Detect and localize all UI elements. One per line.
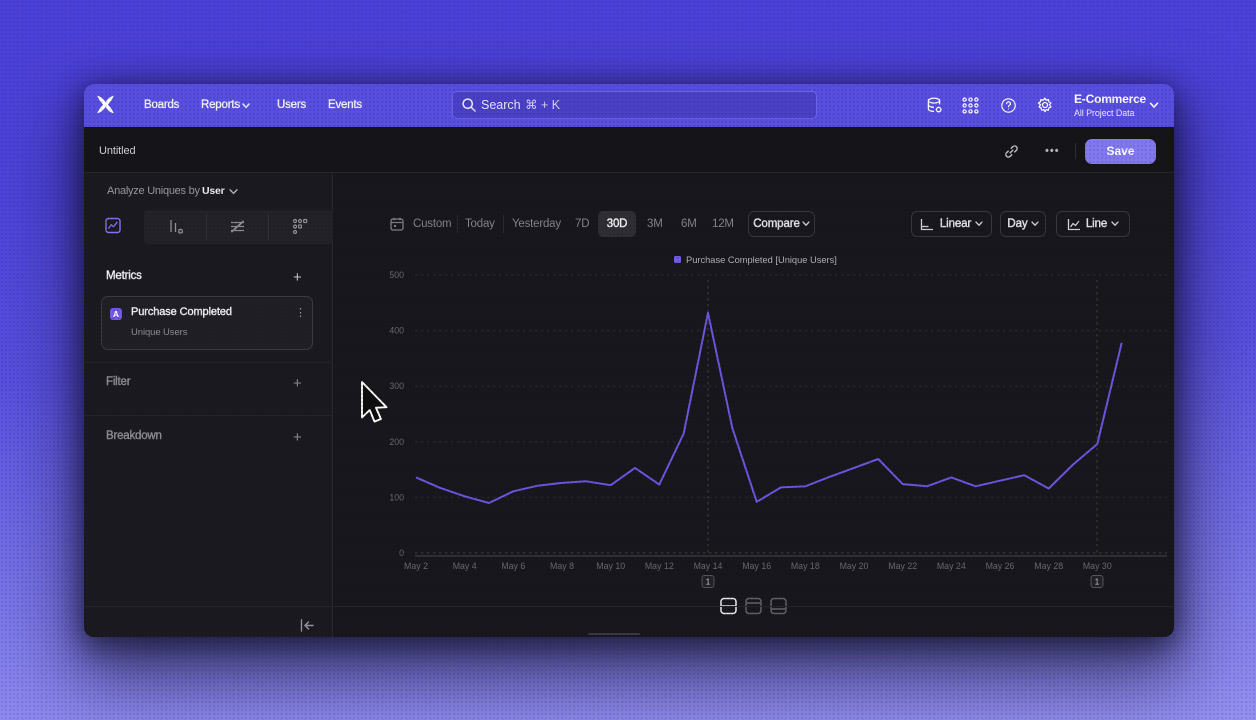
svg-text:May 14: May 14	[694, 561, 723, 571]
svg-text:May 26: May 26	[986, 561, 1015, 571]
svg-text:100: 100	[389, 492, 404, 502]
svg-text:May 8: May 8	[550, 561, 574, 571]
svg-text:500: 500	[389, 270, 404, 280]
svg-text:Purchase Completed [Unique Use: Purchase Completed [Unique Users]	[686, 255, 837, 265]
svg-text:300: 300	[389, 381, 404, 391]
svg-text:May 20: May 20	[840, 561, 869, 571]
svg-text:May 6: May 6	[501, 561, 525, 571]
svg-text:1: 1	[1095, 578, 1100, 587]
svg-text:May 10: May 10	[596, 561, 625, 571]
svg-text:May 30: May 30	[1083, 561, 1112, 571]
svg-text:May 24: May 24	[937, 561, 966, 571]
svg-text:May 18: May 18	[791, 561, 820, 571]
svg-text:May 22: May 22	[888, 561, 917, 571]
svg-text:400: 400	[389, 326, 404, 336]
svg-text:May 2: May 2	[404, 561, 428, 571]
svg-text:May 16: May 16	[742, 561, 771, 571]
svg-text:May 4: May 4	[453, 561, 477, 571]
svg-text:May 12: May 12	[645, 561, 674, 571]
svg-text:May 28: May 28	[1034, 561, 1063, 571]
svg-text:0: 0	[399, 548, 404, 558]
svg-text:1: 1	[706, 578, 711, 587]
svg-text:200: 200	[389, 437, 404, 447]
